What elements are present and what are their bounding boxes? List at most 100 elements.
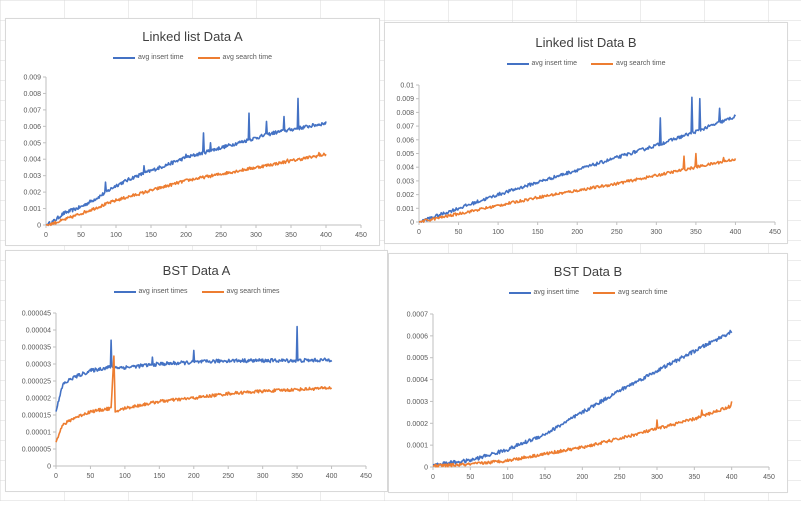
- series-line-search: [55, 355, 333, 443]
- y-tick-label: 0.000045: [22, 311, 51, 318]
- legend-swatch-insert: [113, 290, 136, 293]
- legend-swatch-insert: [508, 291, 531, 294]
- x-tick-label: 350: [688, 474, 700, 481]
- y-tick-label: 0.000025: [22, 379, 51, 386]
- y-tick-label: 0.007: [396, 124, 414, 131]
- legend-label-insert: avg insert times: [138, 288, 188, 295]
- series-line-insert: [418, 96, 737, 223]
- legend-item-search: avg search time: [197, 54, 272, 61]
- x-tick-label: 250: [614, 474, 626, 481]
- y-tick-label: 0: [37, 223, 41, 230]
- y-tick-label: 0.000005: [22, 447, 51, 454]
- chart-plot: 0 0.001 0.002 0.003 0.004 0.005 0.006 0.007 0.00…: [396, 83, 781, 237]
- y-tick-label: 0.004: [23, 157, 41, 164]
- y-tick-label: 0.000035: [22, 345, 51, 352]
- x-tick-label: 200: [188, 473, 200, 480]
- chart-plot: 0 0.001 0.002 0.003 0.004 0.005 0.006 0.007 0.00…: [23, 75, 366, 240]
- chart-title: BST Data B: [553, 264, 623, 279]
- x-tick-label: 150: [539, 474, 551, 481]
- legend-item-search: avg search time: [593, 289, 667, 296]
- legend: avg insert time avg search time: [389, 289, 787, 296]
- series-line-insert: [55, 325, 333, 412]
- x-tick-label: 0: [54, 473, 58, 480]
- y-tick-label: 0.009: [23, 75, 41, 82]
- chart-title: BST Data A: [162, 263, 231, 278]
- x-tick-label: 150: [145, 232, 157, 239]
- legend: avg insert time avg search time: [6, 54, 379, 61]
- series-line-search: [418, 152, 737, 223]
- x-tick-label: 0: [44, 232, 48, 239]
- legend-swatch-search: [197, 56, 220, 59]
- x-tick-label: 150: [153, 473, 165, 480]
- legend: avg insert time avg search time: [385, 60, 787, 67]
- y-tick-label: 0.00001: [26, 430, 51, 437]
- x-tick-label: 100: [492, 229, 504, 236]
- x-tick-label: 200: [576, 474, 588, 481]
- y-tick-label: 0.0005: [407, 355, 429, 362]
- chart-linked-list-a[interactable]: Linked list Data A avg insert time avg s…: [5, 18, 380, 246]
- x-tick-label: 300: [250, 232, 262, 239]
- legend-label-search: avg search time: [616, 60, 666, 67]
- x-tick-label: 450: [360, 473, 372, 480]
- y-tick-label: 0: [410, 220, 414, 227]
- legend-item-search: avg search times: [201, 288, 279, 295]
- y-tick-label: 0.0001: [407, 443, 429, 450]
- x-tick-label: 100: [502, 474, 514, 481]
- y-tick-label: 0.00002: [26, 396, 51, 403]
- x-tick-label: 350: [291, 473, 303, 480]
- x-tick-label: 50: [466, 474, 474, 481]
- y-tick-label: 0.00004: [26, 328, 51, 335]
- chart-bst-a[interactable]: BST Data A avg insert times avg search t…: [5, 250, 388, 492]
- y-tick-label: 0.0002: [407, 421, 429, 428]
- x-tick-label: 200: [571, 229, 583, 236]
- y-tick-label: 0.002: [396, 192, 414, 199]
- y-tick-label: 0: [47, 464, 51, 471]
- y-tick-label: 0.0004: [407, 377, 429, 384]
- x-tick-label: 150: [532, 229, 544, 236]
- x-tick-label: 0: [417, 229, 421, 236]
- x-tick-label: 400: [726, 474, 738, 481]
- legend-swatch-insert: [506, 62, 529, 65]
- series-line-search: [432, 401, 733, 468]
- y-tick-label: 0.001: [23, 206, 41, 213]
- chart-bst-b[interactable]: BST Data B avg insert time avg search ti…: [388, 253, 788, 493]
- y-tick-label: 0.006: [396, 137, 414, 144]
- y-tick-label: 0.0003: [407, 399, 429, 406]
- legend-swatch-search: [593, 291, 616, 294]
- x-tick-label: 50: [87, 473, 95, 480]
- x-tick-label: 100: [110, 232, 122, 239]
- legend-item-insert: avg insert times: [113, 288, 188, 295]
- y-tick-label: 0.001: [396, 206, 414, 213]
- y-tick-label: 0.008: [23, 91, 41, 98]
- y-tick-label: 0.0006: [407, 333, 429, 340]
- y-tick-label: 0.003: [23, 173, 41, 180]
- x-tick-label: 450: [763, 474, 775, 481]
- legend-swatch-search: [591, 62, 614, 65]
- y-tick-label: 0.009: [396, 96, 414, 103]
- x-tick-label: 200: [180, 232, 192, 239]
- x-tick-label: 300: [650, 229, 662, 236]
- x-tick-label: 450: [769, 229, 781, 236]
- x-tick-label: 250: [215, 232, 227, 239]
- x-tick-label: 350: [285, 232, 297, 239]
- chart-plot: 0 0.000005 0.00001 0.000015 0.00002 0.000025 0…: [22, 311, 372, 481]
- y-tick-label: 0.004: [396, 165, 414, 172]
- x-tick-label: 50: [77, 232, 85, 239]
- legend-swatch-insert: [113, 56, 136, 59]
- x-tick-label: 50: [455, 229, 463, 236]
- x-tick-label: 300: [651, 474, 663, 481]
- legend-label-insert: avg insert time: [531, 60, 578, 67]
- chart-linked-list-b[interactable]: Linked list Data B avg insert time avg s…: [384, 22, 788, 244]
- y-tick-label: 0.002: [23, 190, 41, 197]
- y-tick-label: 0: [424, 465, 428, 472]
- legend-label-search: avg search time: [222, 54, 272, 61]
- y-tick-label: 0.01: [400, 83, 414, 90]
- y-tick-label: 0.008: [396, 110, 414, 117]
- legend-item-search: avg search time: [591, 60, 665, 67]
- x-tick-label: 350: [690, 229, 702, 236]
- y-tick-label: 0.006: [23, 124, 41, 131]
- y-tick-label: 0.0007: [407, 312, 429, 319]
- legend-item-insert: avg insert time: [113, 54, 184, 61]
- x-tick-label: 400: [326, 473, 338, 480]
